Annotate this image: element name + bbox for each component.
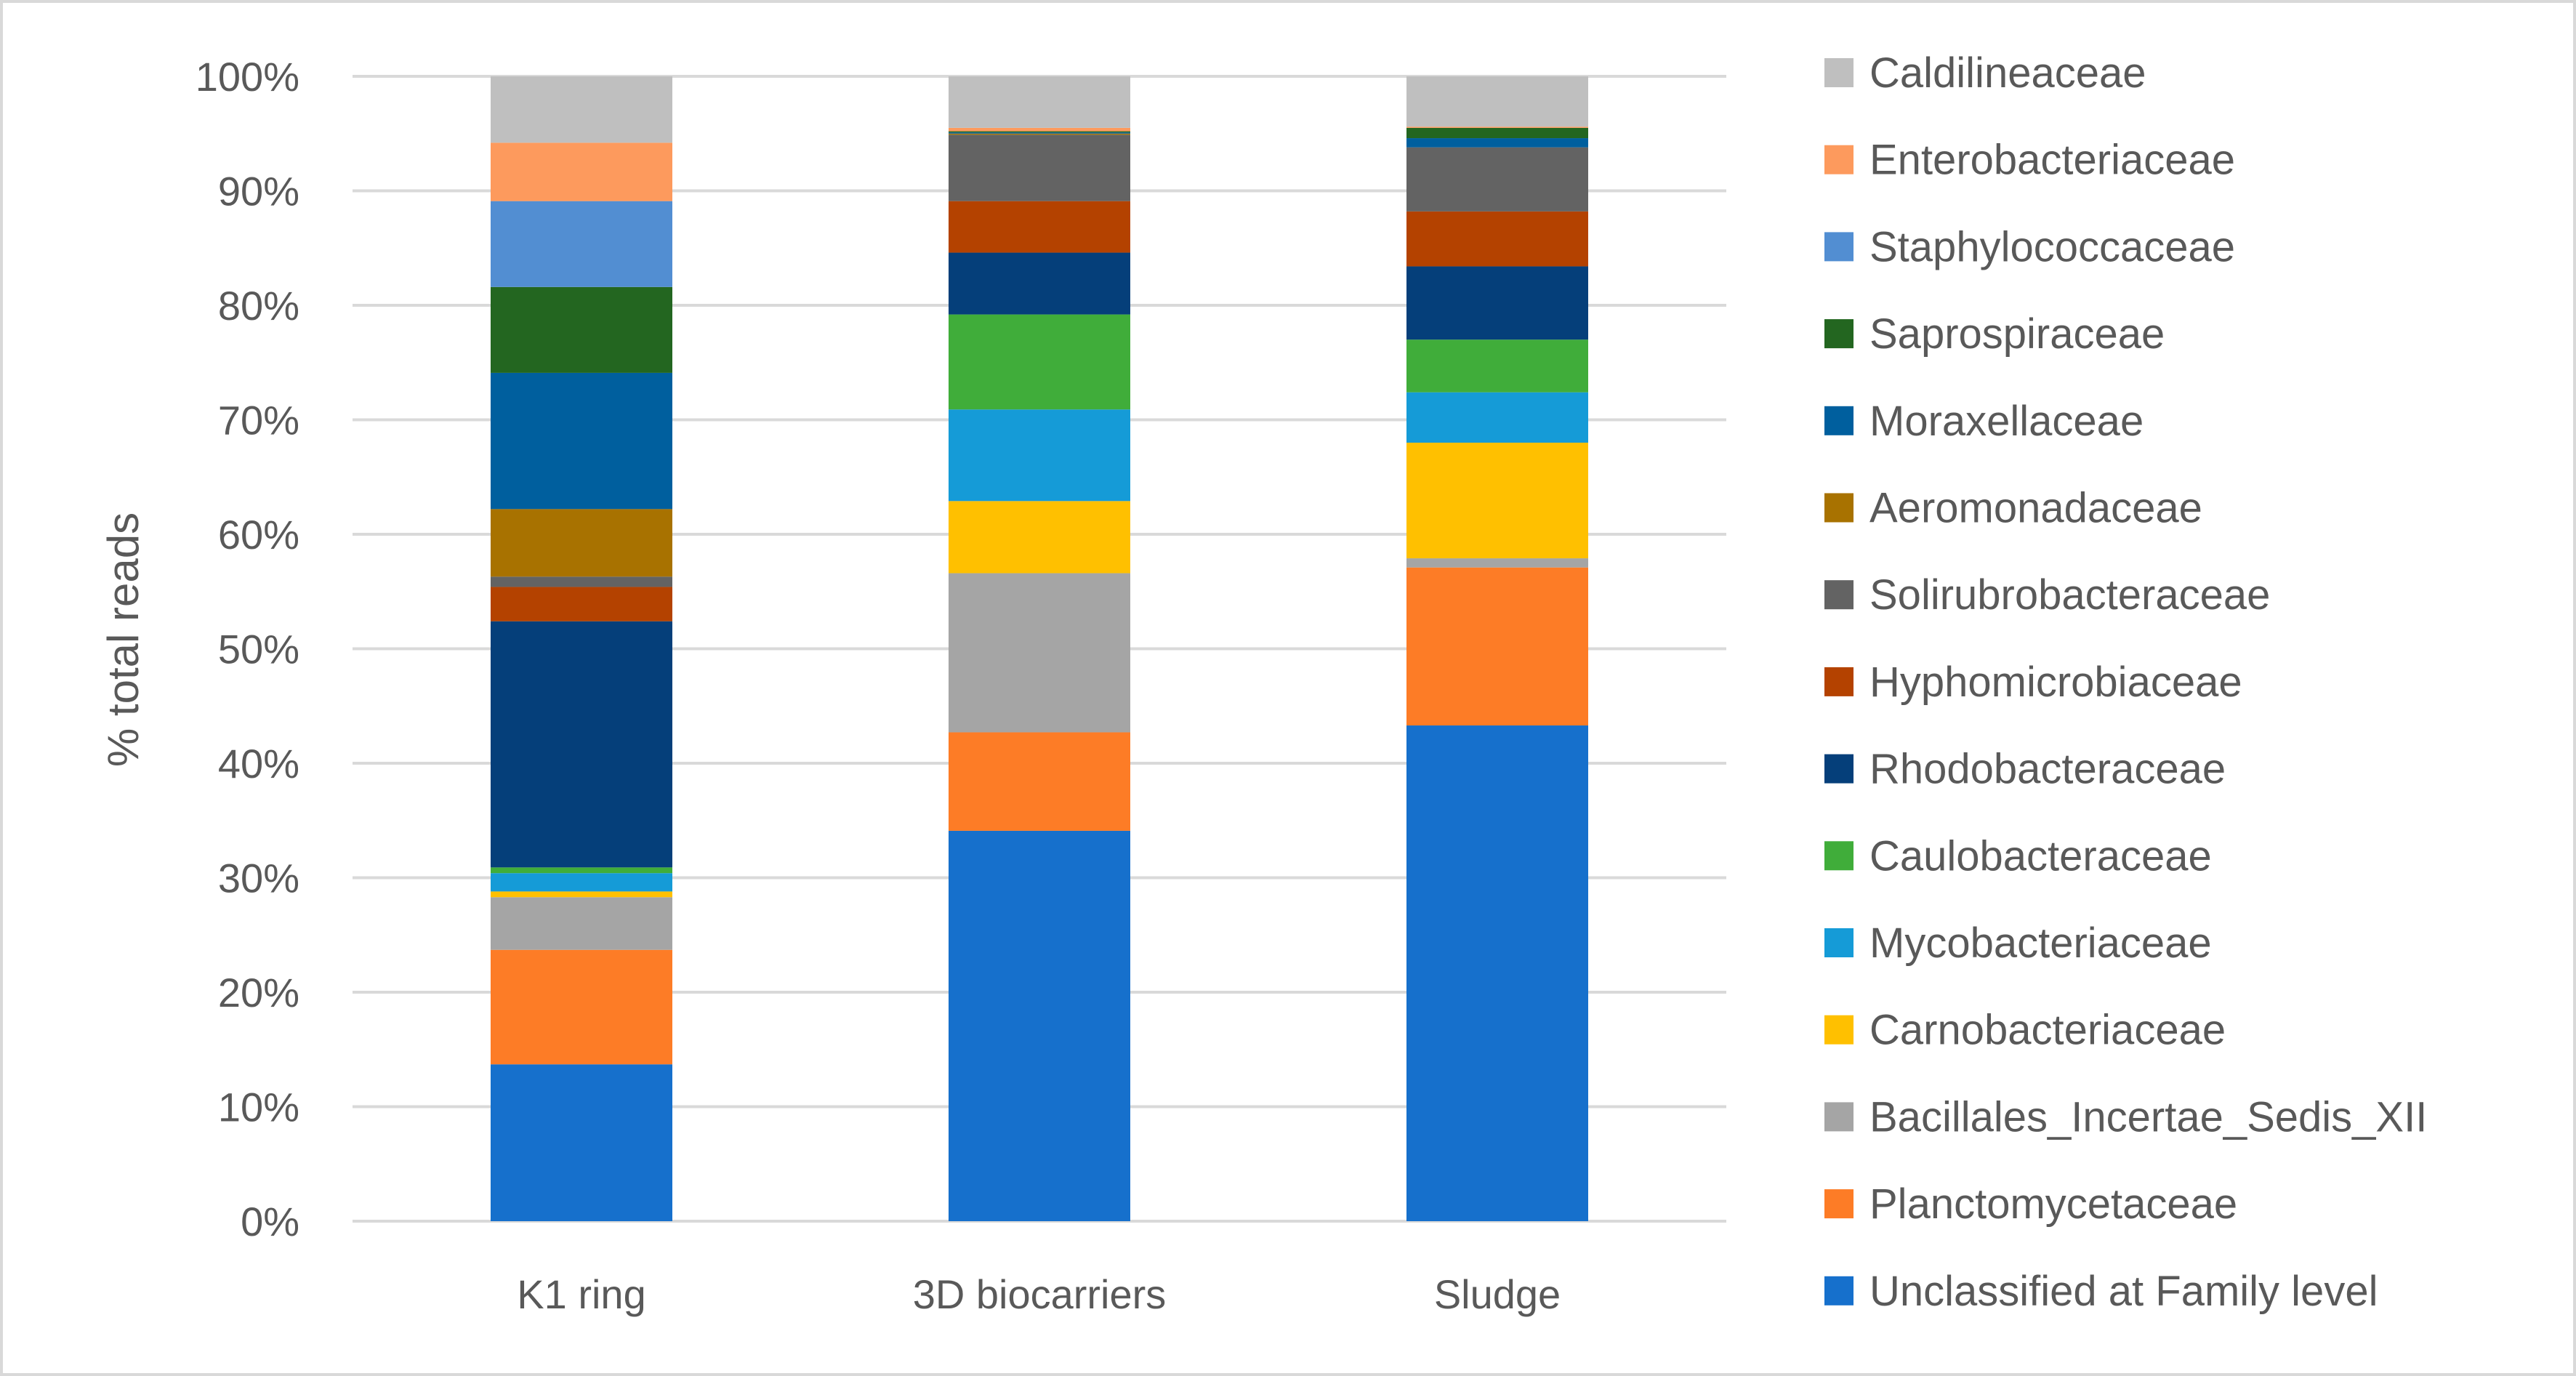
legend-label: Rhodobacteraceae — [1869, 746, 2226, 793]
legend-label: Enterobacteriaceae — [1869, 137, 2235, 184]
legend-swatch — [1824, 493, 1853, 523]
x-category-label: Sludge — [1434, 1271, 1561, 1317]
legend-label: Bacillales_Incertae_Sedis_XII — [1869, 1093, 2427, 1140]
bar-segment — [491, 587, 672, 621]
bar-segment — [491, 576, 672, 587]
legend-label: Caldilineaceae — [1869, 49, 2146, 97]
y-tick-label: 100% — [196, 54, 299, 100]
bar-segment — [949, 409, 1130, 502]
bar-segment — [949, 732, 1130, 831]
bar-segment — [949, 131, 1130, 133]
legend-swatch — [1824, 667, 1853, 696]
x-category-label: K1 ring — [517, 1271, 645, 1317]
legend-label: Hyphomicrobiaceae — [1869, 659, 2242, 706]
bar-segment — [1406, 725, 1588, 1221]
legend: Caldilineaceae Enterobacteriaceae Staphylo… — [1824, 49, 2427, 1315]
bar-segment — [491, 891, 672, 898]
bar-segment — [1406, 147, 1588, 212]
bar-segment — [949, 133, 1130, 135]
legend-swatch — [1824, 1276, 1853, 1305]
y-tick-label: 50% — [218, 627, 299, 672]
y-tick-label: 20% — [218, 970, 299, 1015]
bar-segment — [491, 509, 672, 577]
y-axis-ticks: 0% 10% 20% 30% 40% 50% 60% 70% 80% 90% 100% — [196, 54, 299, 1244]
legend-label: Unclassified at Family level — [1869, 1268, 2378, 1315]
legend-label: Caulobacteraceae — [1869, 832, 2212, 880]
bar-segment — [491, 201, 672, 287]
legend-swatch — [1824, 232, 1853, 262]
bar-segment — [949, 501, 1130, 574]
bar-segment — [949, 252, 1130, 315]
legend-swatch — [1824, 754, 1853, 784]
y-axis-label: % total reads — [99, 512, 148, 767]
y-tick-label: 80% — [218, 283, 299, 329]
bar-segment — [949, 76, 1130, 128]
bar-segment — [1406, 126, 1588, 128]
legend-swatch — [1824, 1102, 1853, 1132]
bar-segment — [491, 76, 672, 143]
legend-label: Mycobacteriaceae — [1869, 920, 2212, 967]
bar-segment — [1406, 558, 1588, 568]
legend-swatch — [1824, 1189, 1853, 1219]
x-category-label: 3D biocarriers — [913, 1271, 1167, 1317]
bar-segment — [491, 372, 672, 510]
y-tick-label: 90% — [218, 169, 299, 214]
legend-label: Planctomycetaceae — [1869, 1180, 2237, 1228]
y-tick-label: 10% — [218, 1085, 299, 1130]
bar-segment — [491, 897, 672, 950]
bar-segment — [1406, 76, 1588, 127]
bar-segment — [491, 621, 672, 868]
bar-segment — [949, 127, 1130, 132]
bar-segment — [949, 573, 1130, 733]
y-tick-label: 70% — [218, 398, 299, 443]
bar-segment — [491, 286, 672, 373]
legend-label: Moraxellaceae — [1869, 398, 2144, 445]
legend-swatch — [1824, 145, 1853, 174]
y-tick-label: 0% — [241, 1199, 299, 1244]
legend-swatch — [1824, 319, 1853, 349]
legend-swatch — [1824, 841, 1853, 871]
x-axis-categories: K1 ring 3D biocarriers Sludge — [517, 1271, 1561, 1317]
bar-segment — [491, 1064, 672, 1221]
legend-swatch — [1824, 1015, 1853, 1045]
legend-swatch — [1824, 580, 1853, 610]
legend-label: Staphylococcaceae — [1869, 223, 2235, 270]
bar-segment — [1406, 266, 1588, 340]
legend-label: Saprospiraceae — [1869, 310, 2165, 358]
y-tick-label: 60% — [218, 512, 299, 558]
bar-segment — [949, 132, 1130, 134]
bar-segment — [1406, 392, 1588, 443]
bar-segment — [491, 873, 672, 892]
bar-segment — [1406, 211, 1588, 267]
legend-label: Carnobacteriaceae — [1869, 1007, 2226, 1054]
bar-segment — [949, 830, 1130, 1221]
bar-segment — [1406, 138, 1588, 148]
bar-segment — [1406, 339, 1588, 393]
bar-segment — [949, 134, 1130, 201]
legend-swatch — [1824, 406, 1853, 435]
bar-segment — [1406, 567, 1588, 726]
bar-segment — [949, 201, 1130, 253]
legend-swatch — [1824, 928, 1853, 957]
legend-label: Solirubrobacteraceae — [1869, 571, 2270, 619]
y-tick-label: 30% — [218, 856, 299, 901]
bar-segment — [949, 314, 1130, 410]
bar-segment — [1406, 127, 1588, 139]
bar-segment — [491, 949, 672, 1065]
bar-segment — [491, 867, 672, 874]
bars — [491, 76, 1588, 1221]
bar-segment — [491, 142, 672, 201]
bar-segment — [1406, 443, 1588, 559]
legend-label: Aeromonadaceae — [1869, 485, 2202, 532]
y-tick-label: 40% — [218, 741, 299, 786]
legend-swatch — [1824, 58, 1853, 87]
